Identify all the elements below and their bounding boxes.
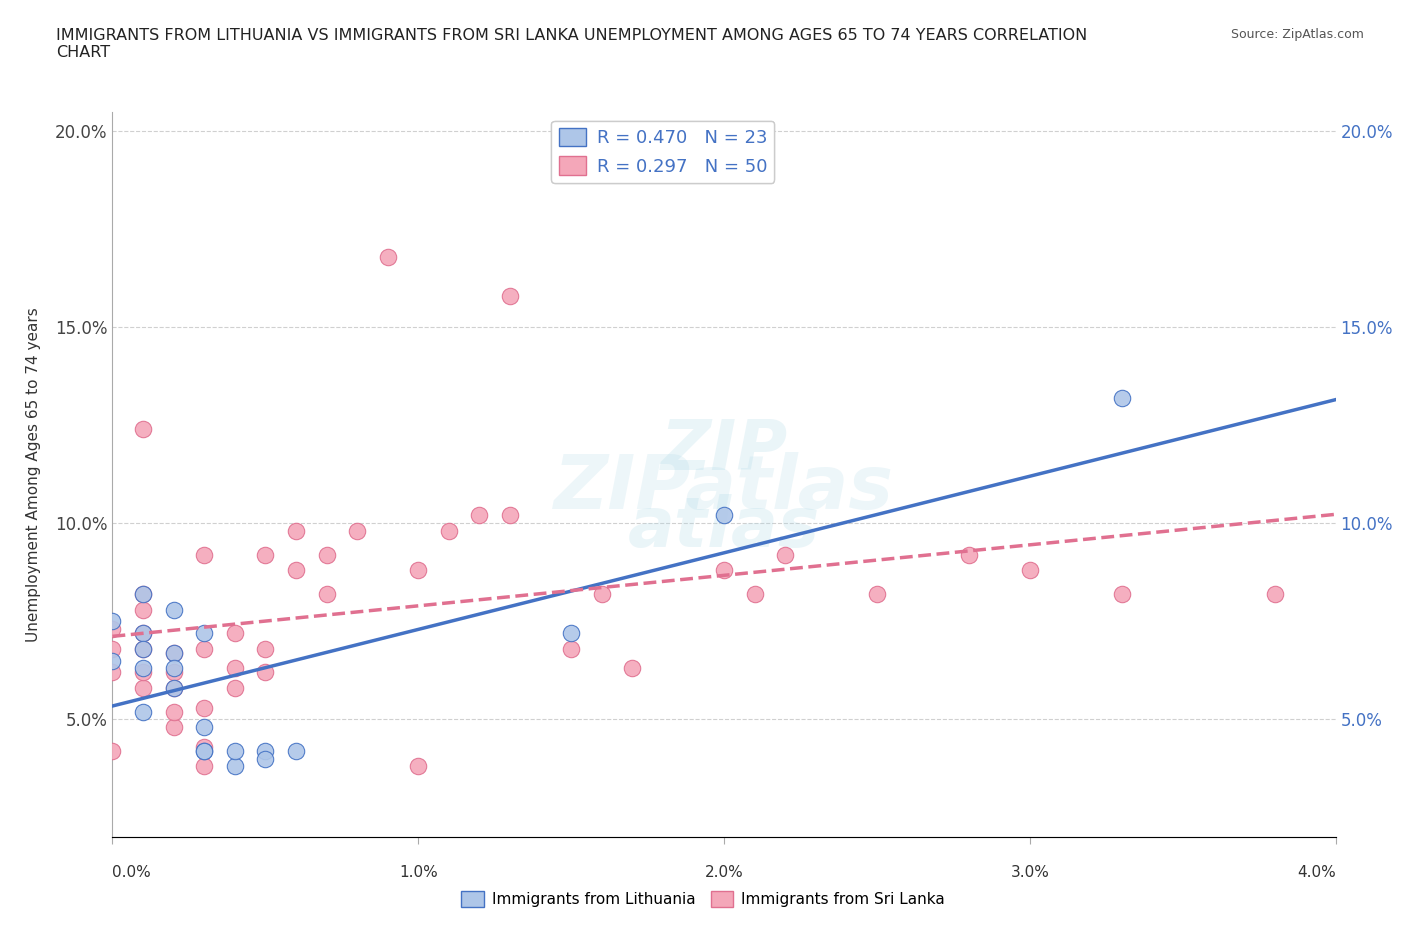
Point [377, 249, 399, 264]
Point [224, 661, 246, 676]
Point [101, 743, 124, 758]
Text: ZIPatlas: ZIPatlas [554, 452, 894, 525]
Point [163, 720, 186, 735]
Point [163, 665, 186, 680]
Text: 1.0%: 1.0% [399, 865, 437, 880]
Point [284, 743, 308, 758]
Point [163, 645, 186, 660]
Point [957, 547, 980, 562]
Point [132, 626, 155, 641]
Text: 4.0%: 4.0% [1296, 865, 1336, 880]
Point [193, 700, 215, 715]
Point [132, 602, 155, 617]
Point [468, 508, 491, 523]
Point [224, 743, 246, 758]
Point [773, 547, 796, 562]
Point [101, 622, 124, 637]
Point [224, 626, 246, 641]
Point [163, 661, 186, 676]
Point [866, 587, 889, 602]
Point [132, 704, 155, 719]
Point [346, 524, 368, 538]
Point [163, 681, 186, 696]
Point [193, 626, 215, 641]
Point [193, 547, 215, 562]
Legend: Immigrants from Lithuania, Immigrants from Sri Lanka: Immigrants from Lithuania, Immigrants fr… [456, 884, 950, 913]
Point [315, 547, 337, 562]
Point [591, 587, 613, 602]
Point [132, 642, 155, 657]
Text: ZIP
atlas: ZIP atlas [628, 417, 820, 561]
Text: 0.0%: 0.0% [112, 865, 152, 880]
Point [193, 743, 215, 758]
Point [224, 759, 246, 774]
Point [408, 563, 430, 578]
Text: IMMIGRANTS FROM LITHUANIA VS IMMIGRANTS FROM SRI LANKA UNEMPLOYMENT AMONG AGES 6: IMMIGRANTS FROM LITHUANIA VS IMMIGRANTS … [56, 28, 1087, 60]
Y-axis label: Unemployment Among Ages 65 to 74 years: Unemployment Among Ages 65 to 74 years [27, 307, 41, 642]
Point [499, 288, 522, 303]
Point [101, 653, 124, 668]
Text: Source: ZipAtlas.com: Source: ZipAtlas.com [1230, 28, 1364, 41]
Point [621, 661, 644, 676]
Point [193, 743, 215, 758]
Point [101, 665, 124, 680]
Point [254, 547, 277, 562]
Point [132, 642, 155, 657]
Point [713, 508, 735, 523]
Point [713, 563, 735, 578]
Point [132, 661, 155, 676]
Point [193, 739, 215, 754]
Point [132, 626, 155, 641]
Point [132, 587, 155, 602]
Point [560, 642, 582, 657]
Point [101, 614, 124, 629]
Point [744, 587, 766, 602]
Point [284, 524, 308, 538]
Point [163, 645, 186, 660]
Point [1018, 563, 1040, 578]
Point [499, 508, 522, 523]
Text: 3.0%: 3.0% [1011, 865, 1049, 880]
Point [437, 524, 460, 538]
Point [254, 751, 277, 766]
Text: 2.0%: 2.0% [704, 865, 744, 880]
Point [1264, 587, 1286, 602]
Point [163, 704, 186, 719]
Legend: R = 0.470   N = 23, R = 0.297   N = 50: R = 0.470 N = 23, R = 0.297 N = 50 [551, 121, 775, 183]
Point [193, 642, 215, 657]
Point [163, 602, 186, 617]
Point [560, 626, 582, 641]
Point [254, 743, 277, 758]
Point [132, 665, 155, 680]
Point [193, 759, 215, 774]
Point [163, 681, 186, 696]
Point [132, 422, 155, 437]
Point [315, 587, 337, 602]
Point [254, 642, 277, 657]
Point [1111, 391, 1133, 405]
Point [101, 642, 124, 657]
Point [1111, 587, 1133, 602]
Point [408, 759, 430, 774]
Point [254, 665, 277, 680]
Point [284, 563, 308, 578]
Point [132, 587, 155, 602]
Point [224, 681, 246, 696]
Point [132, 681, 155, 696]
Point [193, 720, 215, 735]
